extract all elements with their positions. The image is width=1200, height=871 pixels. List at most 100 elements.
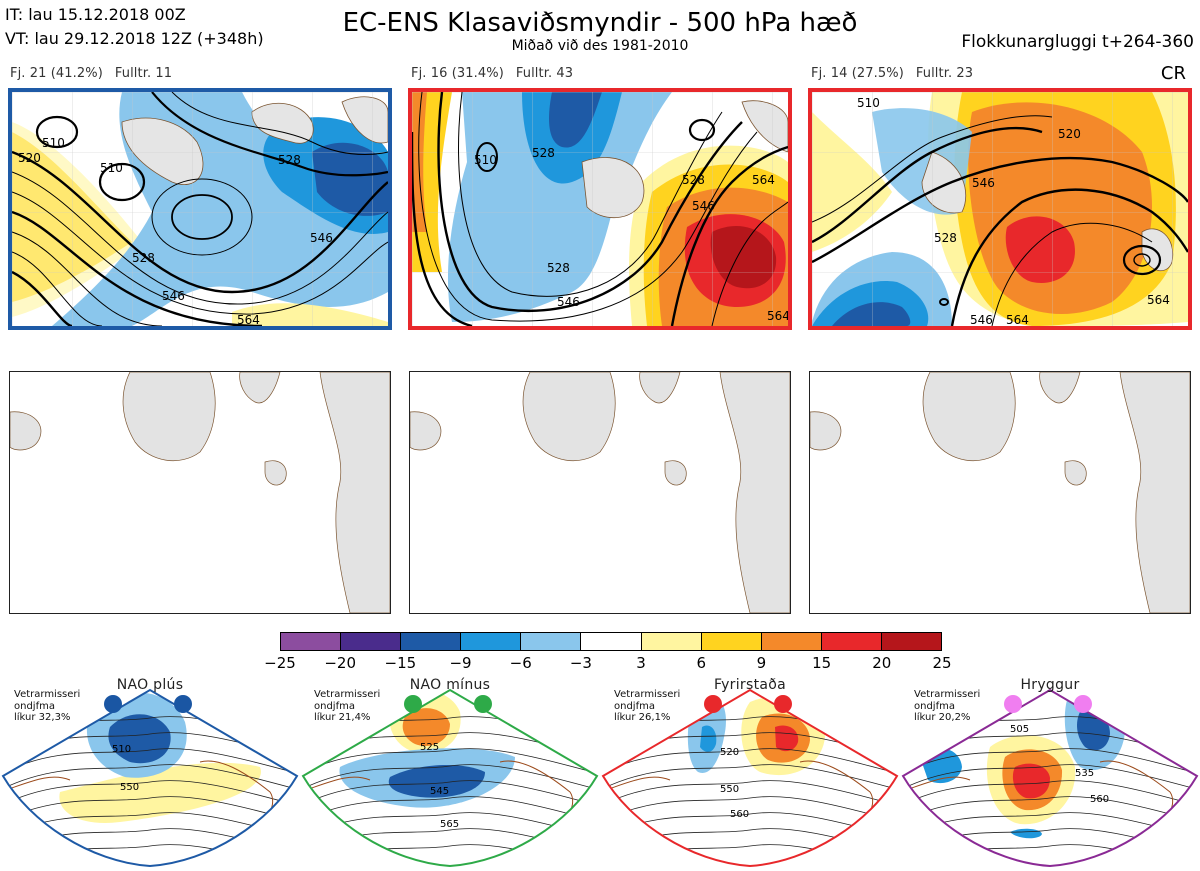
colorbar-segment [340,633,401,650]
blank-map-1 [9,371,391,614]
anomaly-shading [59,762,261,823]
regime-marker-dot [474,695,492,713]
regime-outline [301,688,599,868]
anomaly-shading [775,725,799,752]
initial-time: IT: lau 15.12.2018 00Z [5,5,186,24]
contour-label: 546 [692,199,715,213]
colorbar-segment [760,633,821,650]
regime-info: Vetrarmisseri ondjfma líkur 20,2% [914,689,980,724]
blank-map-2 [409,371,791,614]
height-contour [903,796,1197,823]
colorbar-segment [820,633,881,650]
regime-contour-label: 505 [1010,724,1029,735]
colorbar-segment [640,633,701,650]
anomaly-shading [108,714,171,764]
contour-label: 528 [132,251,155,265]
anomaly-shading [1012,763,1050,799]
colorbar-tick-label: −3 [569,654,592,672]
cluster-3-label: Fj. 14 (27.5%) Fulltr. 23 [811,66,974,81]
regime-info-line: líkur 32,3% [14,712,71,723]
contour-label: 546 [162,289,185,303]
height-contour [903,812,1197,839]
cluster-2-label: Fj. 16 (31.4%) Fulltr. 43 [411,66,574,81]
regime-info-line: líkur 21,4% [314,712,371,723]
regime-info-line: Vetrarmisseri [614,689,681,700]
regime-contour-label: 560 [1090,794,1109,805]
height-contour [3,812,297,839]
regime-info-line: líkur 20,2% [914,712,971,723]
regime-info: Vetrarmisseri ondjfma líkur 21,4% [314,689,380,724]
contour-label: 546 [970,313,993,326]
regime-outline [1,688,299,868]
regime-marker-dot [404,695,422,713]
regime-marker-dot [1004,695,1022,713]
regime-contour-label: 525 [420,742,439,753]
contour-label: 510 [857,96,880,110]
contour-label: 528 [934,231,957,245]
blank-map-3 [809,371,1191,614]
height-contour [303,812,597,839]
cluster-3-map: 510 520 528 546 546 564 564 [808,88,1192,330]
colorbar-tick-label: −9 [449,654,472,672]
regime-outline [901,688,1199,868]
colorbar-tick-label: 6 [696,654,707,672]
colorbar-tick-label: 20 [872,654,892,672]
regime-contour-label: 550 [720,784,739,795]
colorbar [280,632,942,651]
regime-contour-label: 565 [440,819,459,830]
contour-label: 564 [237,313,260,326]
page-title: EC-ENS Klasaviðsmyndir - 500 hPa hæð [342,8,858,38]
height-contour [3,748,297,775]
regime-title: Fyrirstaða [714,677,786,693]
height-contour [303,796,597,823]
regime-panel: 520 550 560 Fyrirstaða Vetrarmisseri ondjfma l… [600,672,900,871]
regime-marker-dot [774,695,792,713]
contour-label: 520 [18,151,41,165]
regime-info-line: Vetrarmisseri [14,689,81,700]
regime-title: NAO mínus [409,677,491,693]
height-contour [3,796,297,823]
regime-marker-dot [174,695,192,713]
regime-info-line: Vetrarmisseri [914,689,981,700]
regime-panel: 505 535 560 Hryggur Vetrarmisseri ondjfma líku… [900,672,1200,871]
height-contour [603,780,897,807]
contour-label: 528 [278,153,301,167]
regime-marker-dot [1074,695,1092,713]
regime-contour-label: 535 [1075,768,1094,779]
height-contour [903,748,1197,775]
colorbar-segment [880,633,942,650]
colorbar-segment [460,633,521,650]
regime-outline [601,688,899,868]
cluster-1-map: 510 510 520 528 528 546 546 564 [8,88,392,330]
colorbar-tick-label: −6 [509,654,532,672]
regime-info-line: ondjfma [14,700,55,712]
contour-label: 510 [474,153,497,167]
contour-label: 564 [1147,293,1170,307]
anomaly-shading [700,725,717,752]
regime-info-line: ondjfma [314,700,355,712]
colorbar-tick-label: −25 [264,654,296,672]
colorbar-tick-label: 3 [636,654,646,672]
height-contour [603,748,897,775]
regime-panel: 510 550 NAO plús Vetrarmisseri ondjfma líkur … [0,672,300,871]
contour-label: 564 [1006,313,1029,326]
colorbar-tick-label: 15 [812,654,832,672]
contour-label: 520 [1058,127,1081,141]
regime-contour-label: 510 [112,744,131,755]
regime-contour-label: 550 [120,782,139,793]
colorbar-segment [700,633,761,650]
valid-time: VT: lau 29.12.2018 12Z (+348h) [5,29,264,48]
regime-info: Vetrarmisseri ondjfma líkur 26,1% [614,689,680,724]
regime-title: NAO plús [116,677,184,693]
cr-label: CR [1160,63,1186,84]
page-subtitle: Miðað við des 1981-2010 [511,38,689,54]
cluster-1-label: Fj. 21 (41.2%) Fulltr. 11 [10,66,173,81]
contour-label: 528 [682,173,705,187]
regime-info: Vetrarmisseri ondjfma líkur 32,3% [14,689,80,724]
regime-marker-dot [704,695,722,713]
regime-info-line: Vetrarmisseri [314,689,381,700]
height-contour [303,748,597,775]
anomaly-shading [388,765,485,798]
contour-label: 564 [752,173,775,187]
contour-label: 510 [100,161,123,175]
